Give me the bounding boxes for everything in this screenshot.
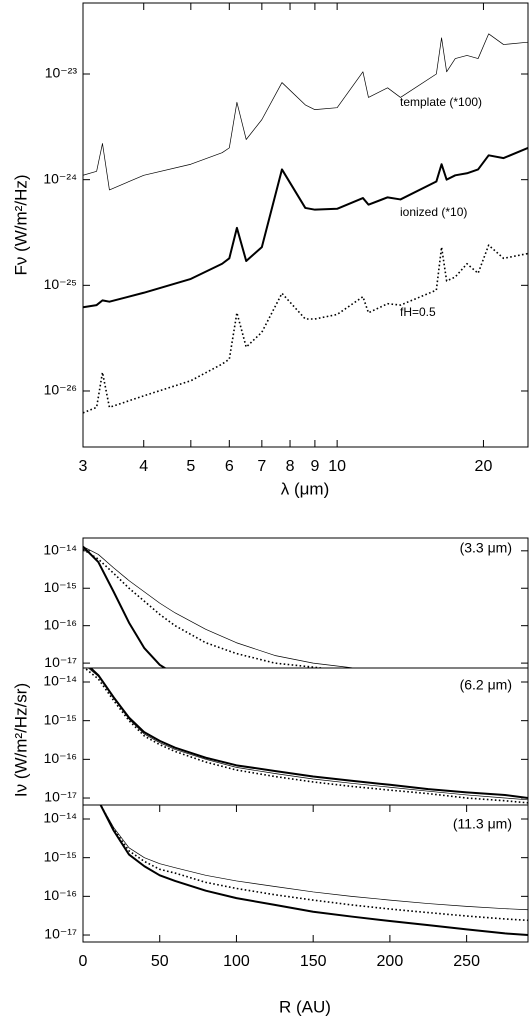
y-tick-label: 10⁻¹⁴ (43, 673, 77, 689)
y-axis-label: Iν (W/m²/Hz/sr) (11, 683, 30, 797)
x-tick-label: 5 (186, 458, 195, 475)
annotation: fH=0.5 (400, 305, 436, 319)
y-tick-label: 10⁻¹⁵ (44, 848, 77, 864)
x-tick-label: 8 (286, 458, 295, 475)
series-line (83, 545, 167, 668)
plot-frame (82, 2, 529, 448)
x-axis-label: λ (μm) (281, 479, 330, 498)
y-tick-label: 10⁻²⁶ (44, 382, 77, 398)
y-tick-label: 10⁻¹⁷ (44, 926, 77, 942)
y-tick-label: 10⁻²⁴ (43, 170, 77, 186)
y-tick-label: 10⁻¹⁶ (44, 750, 77, 766)
series-line (99, 805, 528, 922)
x-tick-label: 20 (475, 458, 493, 475)
x-tick-label: 6 (225, 458, 234, 475)
x-tick-label: 10 (328, 458, 346, 475)
series-line (83, 33, 528, 191)
annotation: (3.3 μm) (460, 540, 512, 556)
y-tick-label: 10⁻¹⁷ (44, 789, 77, 805)
annotation: template (*100) (400, 95, 482, 109)
y-tick-label: 10⁻¹⁴ (43, 542, 77, 558)
x-tick-label: 150 (300, 953, 327, 970)
y-tick-label: 10⁻¹⁴ (43, 810, 77, 826)
y-tick-label: 10⁻¹⁶ (44, 616, 77, 632)
x-axis-label: R (AU) (279, 997, 331, 1016)
x-tick-label: 9 (310, 458, 319, 475)
x-tick-label: 200 (377, 953, 404, 970)
annotation: (11.3 μm) (453, 816, 512, 832)
y-axis-label: Fν (W/m²/Hz) (11, 174, 30, 275)
series-line (100, 805, 528, 911)
annotation: (6.2 μm) (460, 677, 512, 693)
x-tick-label: 4 (139, 458, 148, 475)
x-tick-label: 7 (257, 458, 266, 475)
y-tick-label: 10⁻¹⁵ (44, 579, 77, 595)
annotation: ionized (*10) (400, 205, 467, 219)
x-tick-label: 0 (79, 953, 88, 970)
y-tick-label: 10⁻²³ (45, 65, 78, 81)
series-line (99, 805, 528, 937)
series-line (83, 244, 528, 414)
series-line (89, 668, 528, 800)
y-tick-label: 10⁻¹⁶ (44, 887, 77, 903)
x-tick-label: 3 (79, 458, 88, 475)
y-tick-label: 10⁻²⁵ (44, 276, 77, 292)
plot-frame (82, 804, 529, 943)
x-tick-label: 250 (453, 953, 480, 970)
series-line (83, 548, 329, 668)
plot-frame (82, 537, 529, 669)
x-tick-label: 50 (151, 953, 169, 970)
series-line (83, 146, 528, 309)
y-tick-label: 10⁻¹⁵ (44, 711, 77, 727)
series-line (83, 546, 356, 668)
x-tick-label: 100 (223, 953, 250, 970)
y-tick-label: 10⁻¹⁷ (44, 654, 77, 670)
